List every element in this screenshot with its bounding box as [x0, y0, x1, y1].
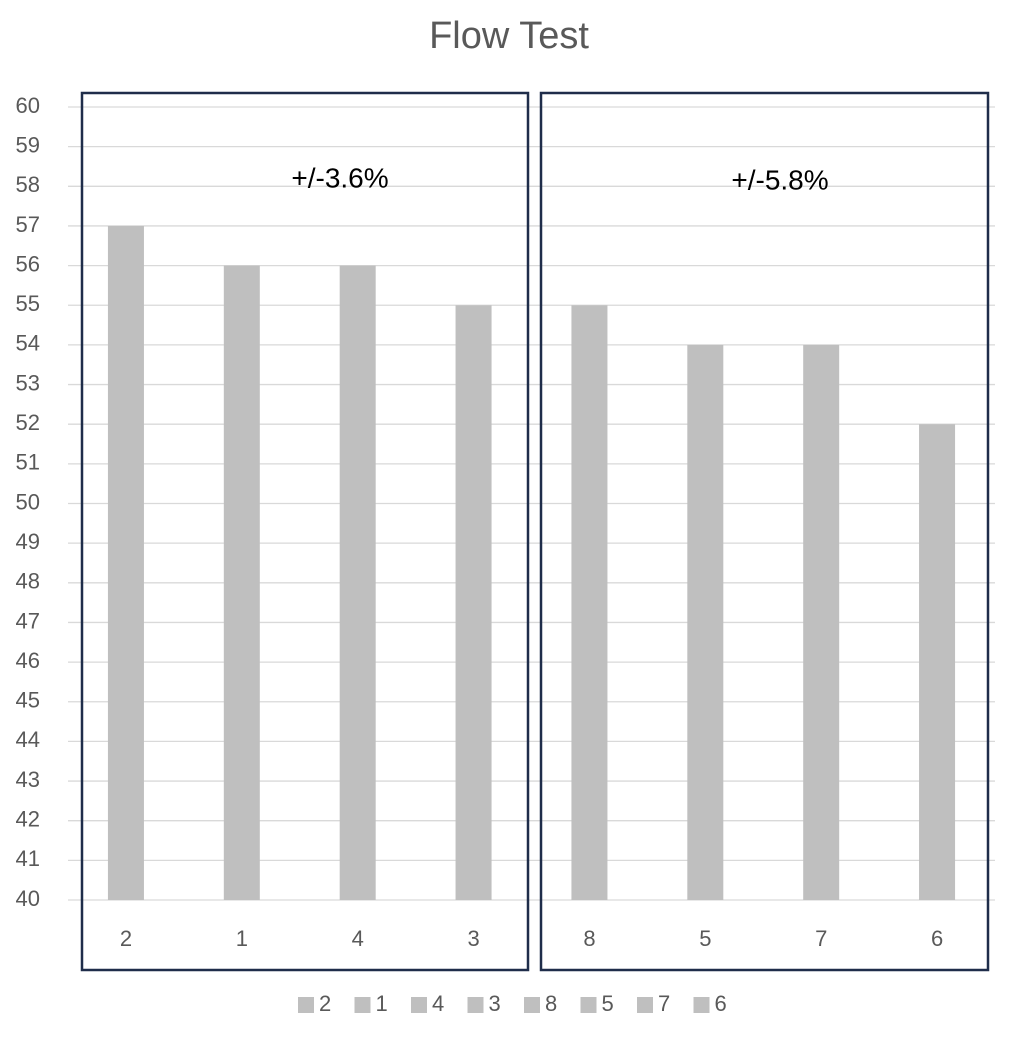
legend-label: 6 [715, 991, 727, 1016]
legend-label: 8 [545, 991, 557, 1016]
y-tick-label: 58 [16, 172, 40, 197]
y-tick-label: 49 [16, 529, 40, 554]
y-tick-label: 51 [16, 450, 40, 475]
legend-swatch [354, 997, 371, 1013]
bar [803, 344, 840, 900]
group-box [80, 91, 530, 972]
x-tick-label: 7 [815, 926, 827, 951]
legend-swatch [580, 997, 597, 1013]
y-tick-label: 40 [16, 886, 40, 911]
legend-swatch [298, 997, 314, 1013]
y-tick-label: 57 [16, 212, 40, 237]
y-tick-label: 59 [16, 132, 40, 157]
legend-swatch [693, 997, 710, 1013]
y-tick-label: 50 [16, 489, 40, 514]
y-tick-label: 60 [16, 93, 40, 118]
x-tick-label: 3 [467, 926, 479, 951]
annotation: +/-5.8% [731, 164, 828, 195]
y-tick-label: 53 [16, 370, 40, 395]
x-tick-label: 5 [699, 926, 711, 951]
legend-label: 4 [432, 991, 444, 1016]
legend-swatch [637, 997, 653, 1013]
group-box [539, 91, 990, 972]
annotation: +/-3.6% [291, 162, 388, 193]
legend-swatch [467, 997, 484, 1013]
y-tick-label: 56 [16, 251, 40, 276]
legend-label: 5 [602, 991, 614, 1016]
bars [107, 225, 956, 901]
legend-swatch [524, 997, 540, 1013]
bar [339, 265, 376, 901]
legend-swatch [411, 997, 427, 1013]
y-tick-label: 47 [16, 608, 40, 633]
legend-label: 1 [376, 991, 388, 1016]
legend-label: 2 [319, 991, 331, 1016]
bar [687, 344, 724, 900]
y-tick-label: 46 [16, 648, 40, 673]
x-tick-label: 2 [120, 926, 132, 951]
bar [107, 225, 144, 900]
y-tick-label: 42 [16, 807, 40, 832]
bar [919, 424, 956, 900]
y-tick-label: 52 [16, 410, 40, 435]
y-tick-label: 48 [16, 569, 40, 594]
x-tick-label: 6 [931, 926, 943, 951]
bar [455, 305, 492, 900]
legend-label: 7 [658, 991, 670, 1016]
x-tick-label: 1 [236, 926, 248, 951]
y-tick-label: 54 [16, 331, 40, 356]
y-tick-label: 44 [16, 727, 40, 752]
bar [571, 305, 608, 900]
chart-title: Flow Test [429, 15, 589, 57]
grid [68, 106, 995, 901]
y-tick-label: 45 [16, 688, 40, 713]
y-tick-label: 43 [16, 767, 40, 792]
x-tick-label: 4 [352, 926, 364, 951]
legend-label: 3 [489, 991, 501, 1016]
x-tick-label: 8 [583, 926, 595, 951]
y-tick-label: 41 [16, 846, 40, 871]
bar [223, 265, 260, 901]
y-tick-label: 55 [16, 291, 40, 316]
